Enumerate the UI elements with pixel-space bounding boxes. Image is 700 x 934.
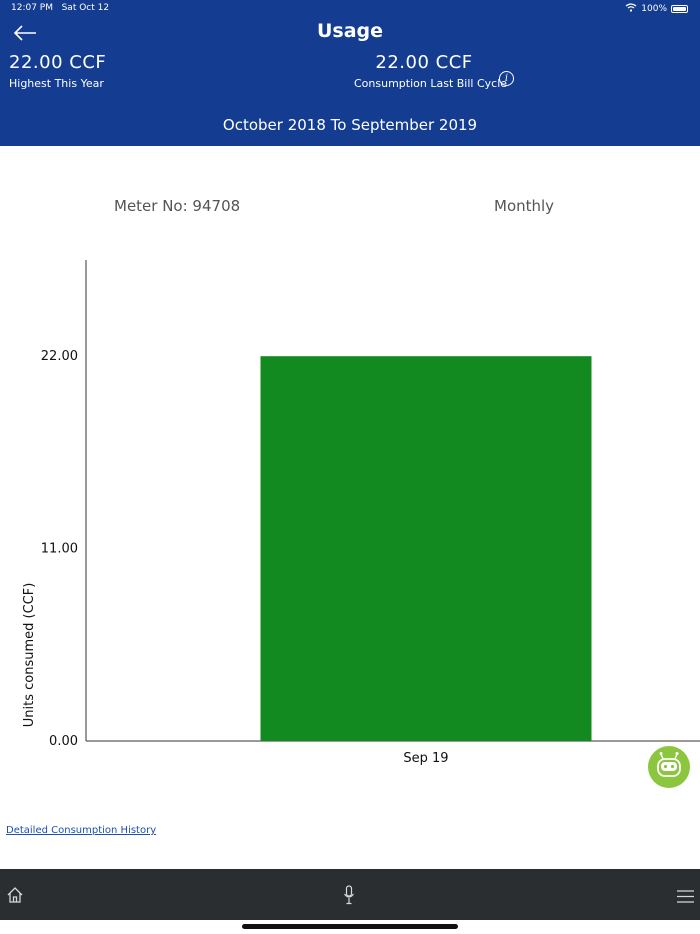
back-arrow-icon[interactable] bbox=[12, 22, 38, 44]
last-bill-cycle: 22.00 CCF Consumption Last Bill Cycle bbox=[354, 52, 508, 90]
last-value: 22.00 CCF bbox=[375, 52, 473, 73]
highest-value: 22.00 CCF bbox=[9, 52, 107, 73]
x-tick-label: Sep 19 bbox=[403, 751, 448, 766]
date-range: October 2018 To September 2019 bbox=[222, 116, 478, 134]
meter-number: Meter No: 94708 bbox=[114, 197, 241, 215]
y-tick-label: 0.00 bbox=[49, 734, 78, 749]
highest-this-year: 22.00 CCF Highest This Year bbox=[9, 52, 106, 90]
app-header: 12:07 PM Sat Oct 12 100% Usage 22.00 CCF… bbox=[0, 0, 700, 146]
status-bar: 12:07 PM Sat Oct 12 100% bbox=[0, 0, 700, 18]
usage-chart: 0.00 11.00 22.00 Sep 19 Units consumed (CC… bbox=[22, 260, 700, 766]
usage-bar[interactable] bbox=[260, 356, 592, 741]
bottom-tab-bar bbox=[0, 869, 700, 920]
highest-label: Highest This Year bbox=[9, 77, 104, 90]
battery-percent: 100% bbox=[641, 4, 667, 14]
status-date: Sat Oct 12 bbox=[61, 3, 110, 13]
last-label: Consumption Last Bill Cycle bbox=[354, 77, 508, 90]
status-time: 12:07 PM bbox=[11, 3, 53, 13]
y-axis-label: Units consumed (CCF) bbox=[22, 583, 37, 728]
chatbot-button[interactable] bbox=[648, 746, 690, 788]
y-tick-label: 22.00 bbox=[41, 349, 78, 364]
detailed-history-link[interactable]: Detailed Consumption History bbox=[6, 825, 157, 836]
microphone-icon[interactable] bbox=[342, 885, 356, 905]
wifi-icon bbox=[625, 3, 637, 15]
period-selector[interactable]: Monthly bbox=[494, 197, 555, 215]
menu-icon[interactable] bbox=[677, 888, 694, 903]
robot-icon bbox=[657, 752, 681, 777]
info-icon[interactable]: i bbox=[499, 71, 514, 86]
home-indicator bbox=[242, 924, 458, 929]
home-icon[interactable] bbox=[6, 886, 24, 904]
battery-icon bbox=[671, 5, 688, 13]
y-tick-label: 11.00 bbox=[41, 542, 78, 557]
page-title: Usage bbox=[316, 20, 384, 42]
